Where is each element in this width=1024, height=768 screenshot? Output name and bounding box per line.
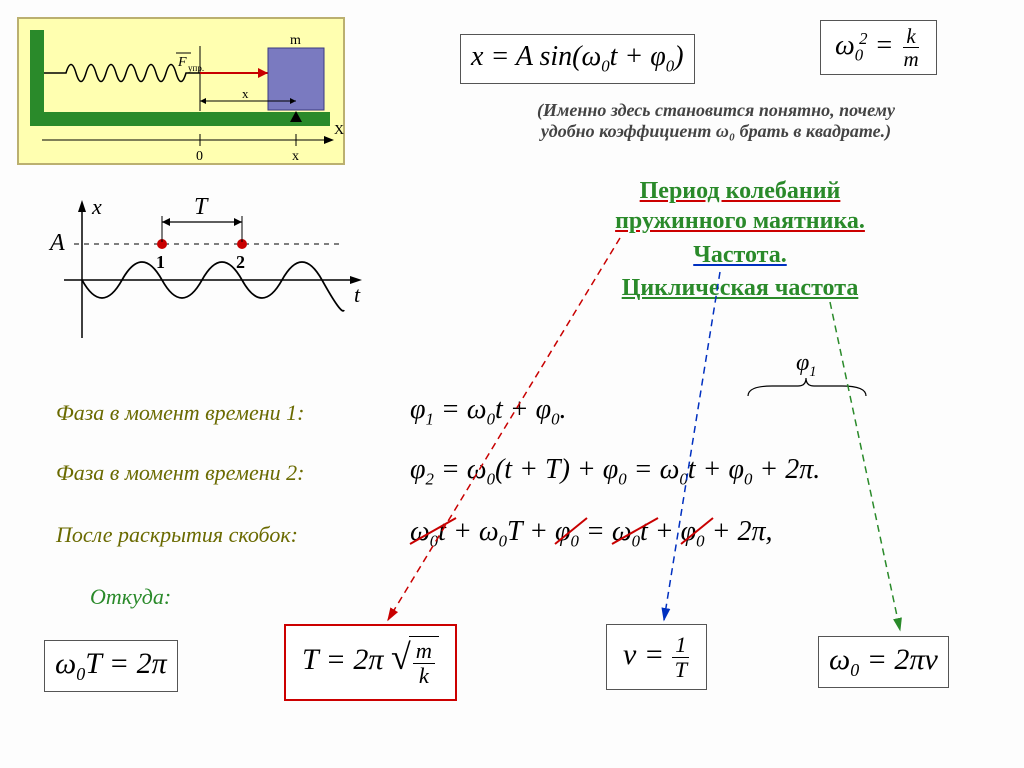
svg-text:упр.: упр.: [188, 63, 204, 73]
whence-label: Откуда:: [90, 584, 171, 610]
eq-w-nu: ω0 = 2πν: [818, 636, 949, 688]
wave-diagram: x t A 1 2 T: [34, 190, 374, 360]
headings-block: Период колебаний пружинного маятника. Ча…: [500, 176, 980, 302]
phase2-eq: φ2 = ω0(t + T) + φ0 = ω0t + φ0 + 2π.: [410, 454, 820, 490]
svg-text:x: x: [91, 194, 102, 219]
svg-text:T: T: [194, 194, 209, 220]
svg-text:2: 2: [236, 252, 245, 272]
svg-text:1: 1: [156, 252, 165, 272]
heading-period: Период колебаний пружинного маятника.: [500, 176, 980, 236]
svg-text:A: A: [48, 230, 65, 256]
svg-text:x: x: [242, 86, 249, 101]
svg-text:X: X: [334, 123, 344, 138]
eq-main-sine: x = A sin(ω0t + φ0): [460, 34, 695, 84]
svg-text:m: m: [290, 33, 301, 48]
phase2-label: Фаза в момент времени 2:: [56, 460, 304, 486]
eq-wT: ω0T = 2π: [44, 640, 178, 692]
svg-text:0: 0: [196, 149, 203, 164]
expand-label: После раскрытия скобок:: [56, 522, 298, 548]
phi1-brace-label: φ1: [796, 350, 816, 381]
svg-text:F: F: [177, 55, 187, 70]
svg-text:x: x: [292, 149, 299, 164]
note-text: (Именно здесь становится понятно, почему…: [436, 100, 996, 142]
phase1-eq: φ1 = ω0t + φ0.: [410, 394, 567, 430]
eq-omega-squared: ω02 = km: [820, 20, 937, 75]
eq-nu: ν = 1T: [606, 624, 707, 690]
spring-mass-diagram: F упр. m x X 0 x: [16, 16, 346, 166]
heading-ang: Циклическая частота: [500, 275, 980, 302]
note-line2: удобно коэффициент ω₀ брать в квадрате.): [541, 121, 891, 141]
heading-freq: Частота.: [500, 242, 980, 269]
note-line1: (Именно здесь становится понятно, почему: [537, 100, 895, 120]
eq-T: T = 2π √mk: [284, 624, 457, 701]
svg-text:t: t: [354, 282, 361, 307]
expand-eq: ω0t + ω0T + φ0 = ω0t + φ0 + 2π,: [410, 516, 773, 552]
phase1-label: Фаза в момент времени 1:: [56, 400, 304, 426]
